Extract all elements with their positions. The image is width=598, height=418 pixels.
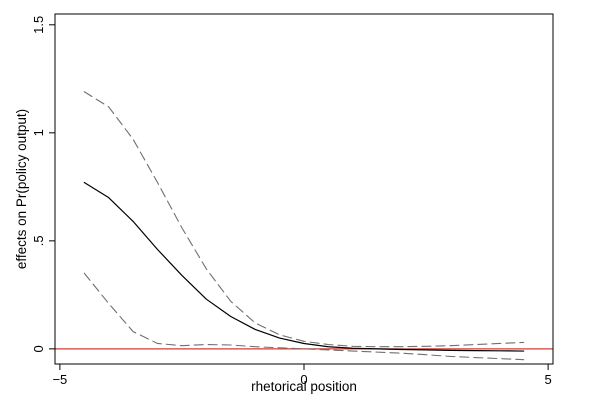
plot-area <box>55 91 553 361</box>
x-tick-label: 0 <box>300 372 307 387</box>
y-axis-label: effects on Pr(policy output) <box>14 109 29 269</box>
series-estimate-line <box>83 181 525 352</box>
x-axis-label: rhetorical position <box>251 379 357 394</box>
series-upper-bound-line <box>83 91 525 348</box>
axes: −5 0 5 0 .5 1 1.5 <box>31 16 552 387</box>
x-tick-label: −5 <box>52 372 67 387</box>
y-tick-label: .5 <box>31 235 46 246</box>
y-tick-label: 1.5 <box>31 16 46 34</box>
x-tick-label: 5 <box>545 372 552 387</box>
series-lower-bound-line <box>83 272 525 361</box>
y-tick-label: 1 <box>31 129 46 136</box>
y-tick-label: 0 <box>31 345 46 352</box>
